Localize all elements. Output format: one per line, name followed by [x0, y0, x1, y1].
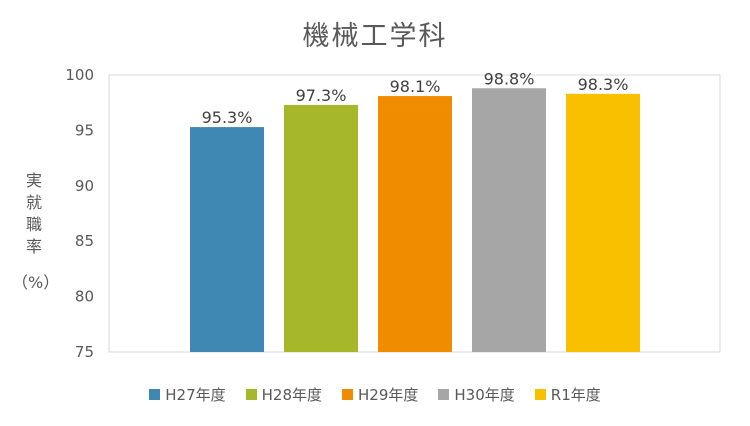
y-axis-unit: （%）	[12, 273, 60, 292]
legend-label: R1年度	[550, 386, 601, 404]
data-labels: 95.3% 97.3% 98.1% 98.8% 98.3%	[202, 69, 629, 127]
legend-label: H30年度	[454, 386, 515, 404]
legend: H27年度 H28年度 H29年度 H30年度 R1年度	[0, 384, 750, 405]
legend-swatch	[245, 389, 257, 400]
legend-item: H29年度	[342, 384, 418, 405]
legend-item: H27年度	[149, 384, 226, 405]
legend-item: H28年度	[245, 384, 323, 405]
y-tick-label: 100	[65, 66, 94, 84]
bar-value-label: 98.8%	[484, 69, 535, 88]
y-axis-ticks: 75 80 85 90 95 100	[65, 66, 94, 361]
y-tick-label: 95	[75, 121, 94, 139]
legend-swatch	[149, 389, 161, 400]
legend-swatch	[342, 389, 354, 400]
bar-value-label: 95.3%	[202, 108, 253, 127]
legend-swatch	[438, 389, 450, 400]
bar-value-label: 98.3%	[578, 75, 629, 94]
y-tick-label: 80	[75, 288, 94, 306]
y-tick-label: 90	[75, 177, 94, 195]
bars	[190, 88, 640, 353]
legend-label: H29年度	[358, 386, 419, 404]
bar-3	[378, 96, 452, 352]
y-axis-label-text: 実就職率	[25, 171, 42, 256]
legend-swatch	[534, 389, 546, 400]
y-tick-label: 75	[75, 343, 94, 361]
bar-2	[284, 104, 358, 352]
bar-value-label: 98.1%	[390, 77, 441, 96]
bar-value-label: 97.3%	[296, 86, 347, 105]
legend-label: H28年度	[261, 386, 323, 404]
y-tick-label: 85	[75, 232, 94, 250]
chart-title: 機械工学科	[302, 21, 448, 52]
bar-5	[566, 93, 640, 352]
legend-item: H30年度	[438, 384, 515, 405]
legend-item: R1年度	[534, 384, 601, 405]
bar-4	[472, 88, 546, 353]
bar-1	[190, 127, 264, 353]
y-axis-label: 実就職率 （%）	[12, 170, 59, 292]
legend-label: H27年度	[165, 386, 226, 404]
